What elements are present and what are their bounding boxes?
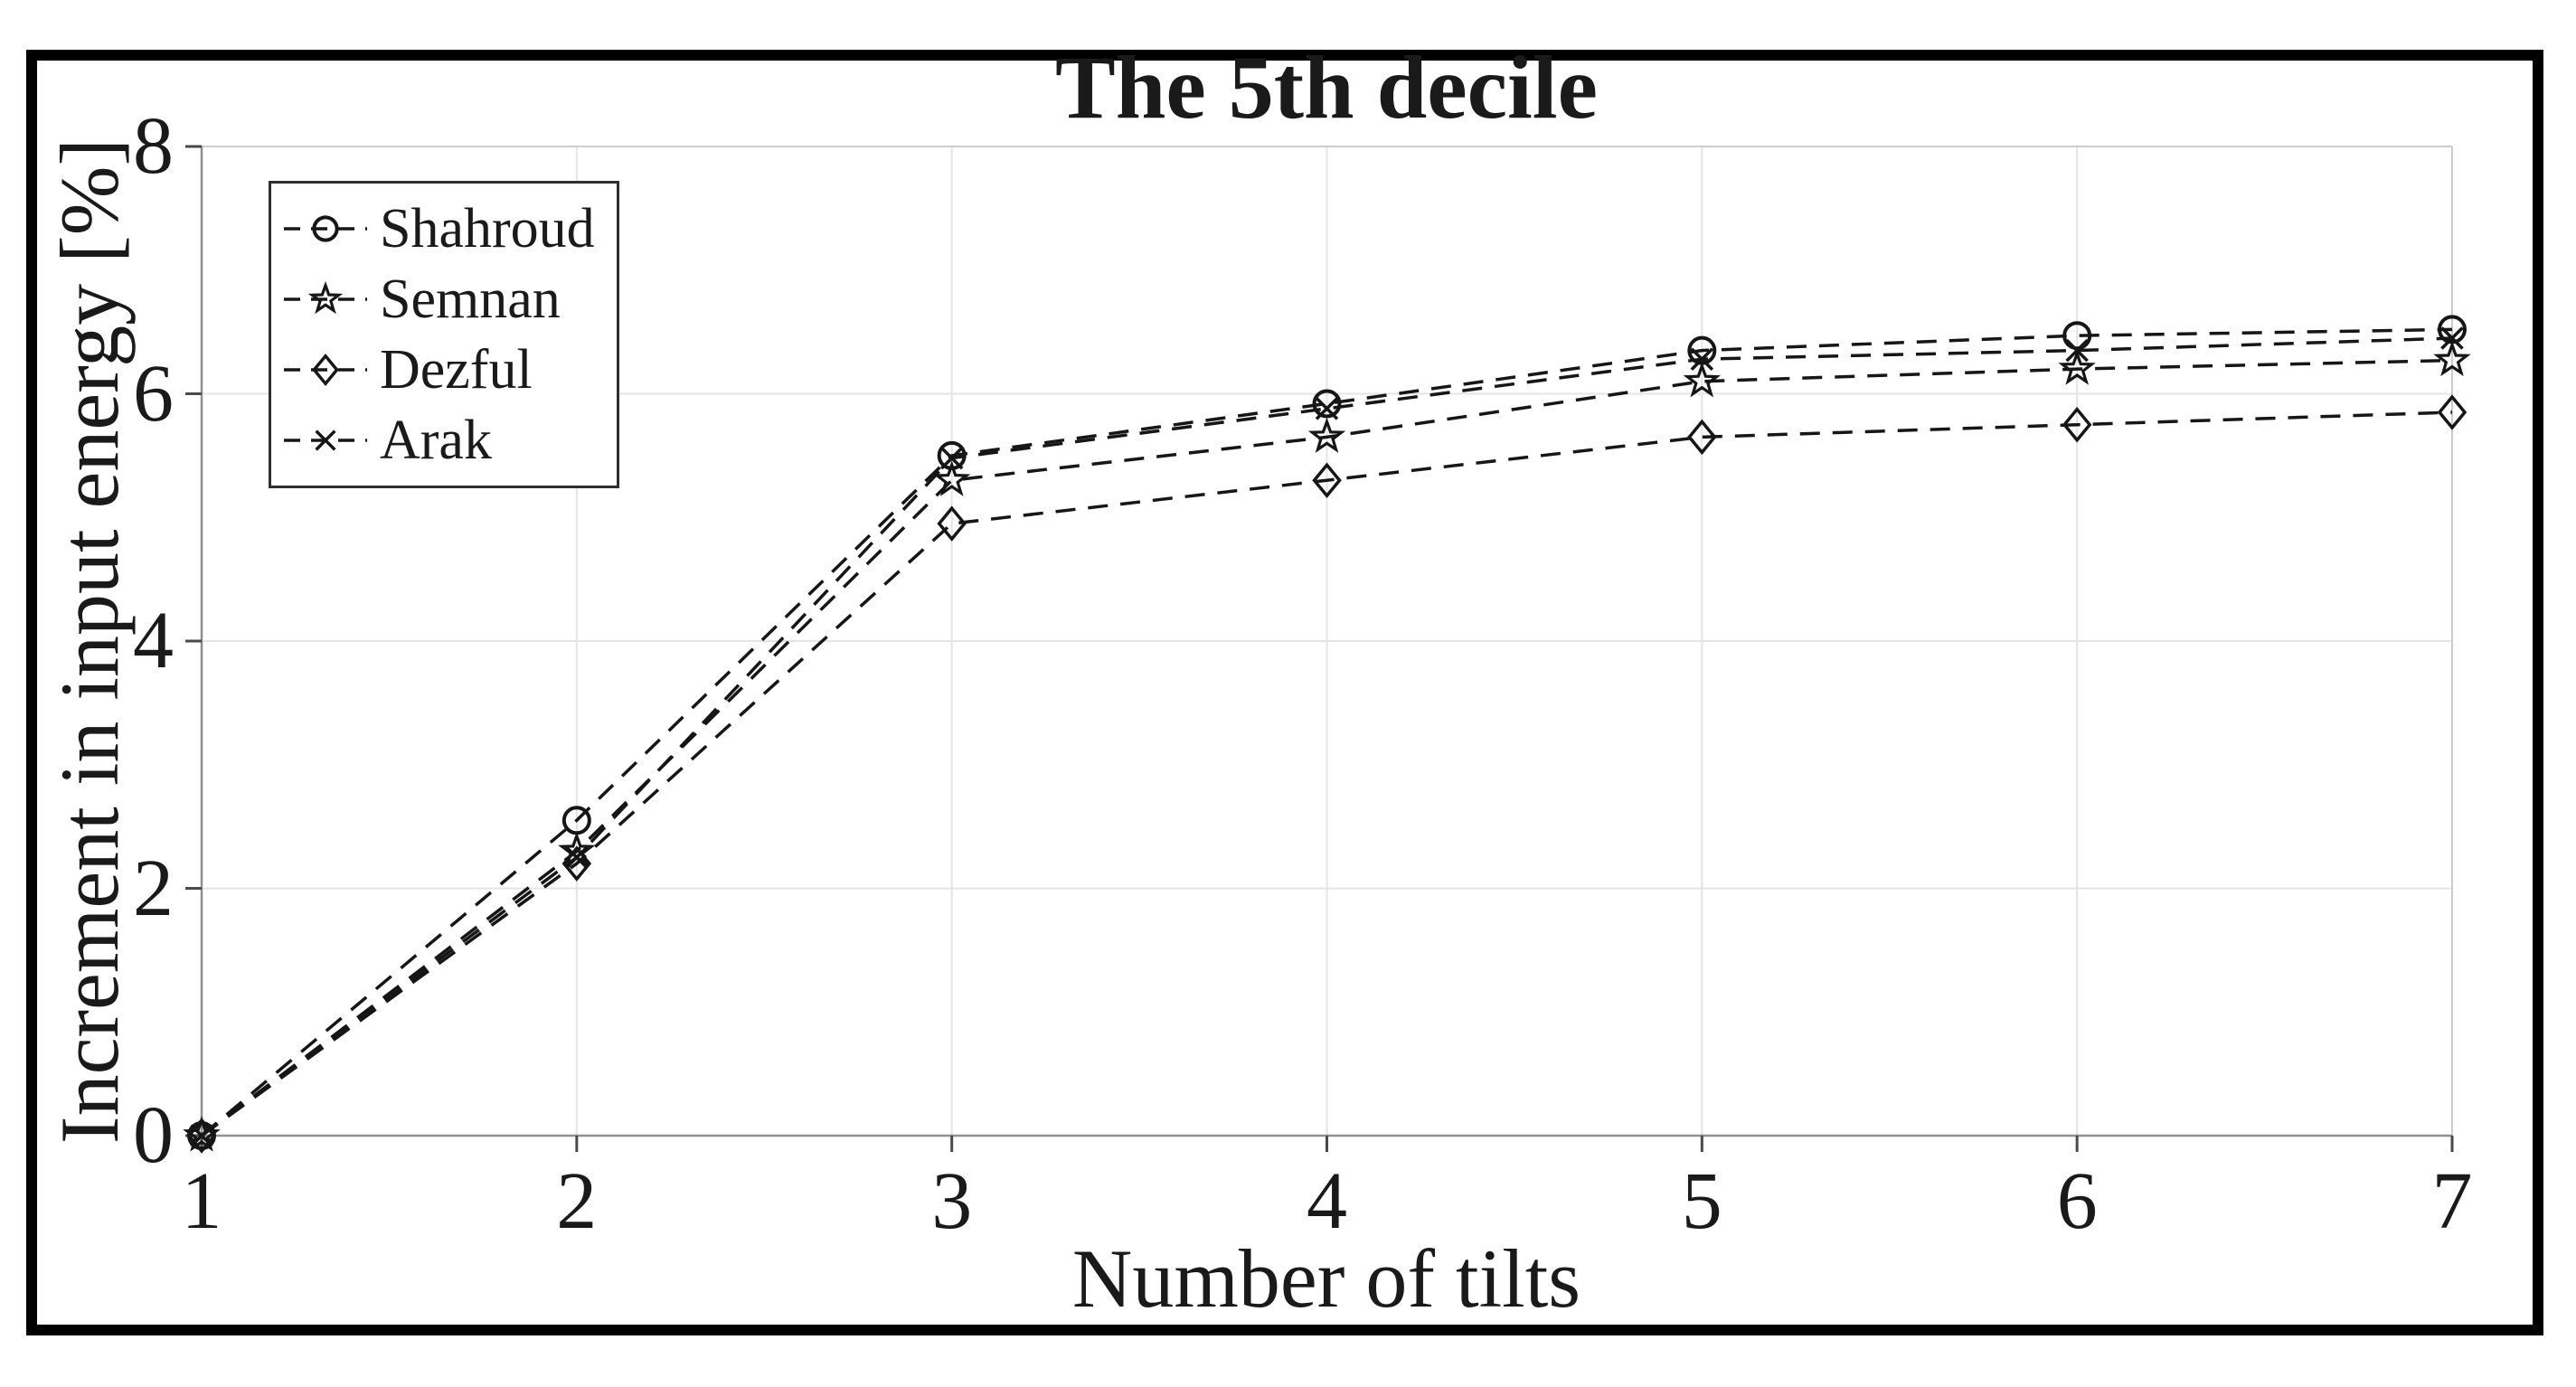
x-tick-label: 6 [2056, 1156, 2098, 1246]
x-marker [1315, 397, 1339, 420]
y-tick-label: 8 [133, 101, 174, 191]
diamond-marker [561, 845, 592, 882]
diamond-marker [312, 353, 339, 387]
x-marker [939, 446, 964, 470]
x-marker [1690, 347, 1714, 371]
star-marker [2433, 340, 2471, 377]
x-tick-label: 2 [556, 1156, 598, 1246]
y-tick-label: 6 [133, 348, 174, 439]
series-line-dezful [200, 410, 2453, 1137]
y-tick-label: 4 [133, 596, 174, 685]
x-marker-icon [284, 429, 367, 451]
circle-marker [312, 215, 339, 242]
chart-title: The 5th decile [1055, 37, 1598, 137]
star-marker [2058, 349, 2096, 385]
y-tick-label: 2 [133, 843, 174, 933]
star-marker-icon [284, 280, 367, 315]
legend: Shahroud Semnan Dezful Arak [269, 181, 619, 488]
y-tick-label: 0 [133, 1090, 174, 1180]
star-marker [932, 460, 971, 496]
diamond-marker [1687, 419, 1717, 456]
legend-label: Semnan [380, 269, 561, 330]
legend-item: Dezful [280, 341, 617, 399]
x-tick-label: 3 [931, 1156, 973, 1246]
diamond-marker [186, 1118, 217, 1154]
star-marker [307, 280, 344, 315]
circle-marker-icon [284, 215, 367, 242]
series-line-semnan [200, 358, 2453, 1137]
x-axis-label: Number of tilts [1071, 1232, 1581, 1325]
x-marker [565, 845, 589, 870]
legend-item: Arak [280, 411, 617, 469]
x-tick-label: 4 [1307, 1156, 1347, 1246]
legend-item: Semnan [280, 270, 617, 328]
diamond-marker [2062, 406, 2092, 443]
x-tick-label: 1 [181, 1156, 222, 1246]
star-marker [183, 1116, 221, 1152]
diamond-marker-icon [284, 353, 367, 387]
star-marker [1307, 417, 1346, 453]
series-line-shahroud [200, 327, 2453, 1137]
x-marker [2065, 338, 2089, 363]
legend-item: Shahroud [280, 200, 617, 258]
x-tick-label: 7 [2431, 1156, 2473, 1246]
x-marker [2440, 326, 2464, 350]
x-tick-label: 5 [1681, 1156, 1722, 1246]
y-axis-label: Increment in input energy [%] [43, 137, 136, 1145]
diamond-marker [1312, 462, 1342, 498]
legend-label: Arak [380, 410, 492, 471]
x-marker [190, 1124, 213, 1147]
diamond-marker [2437, 394, 2467, 430]
legend-label: Dezful [380, 339, 533, 401]
circle-marker [1312, 389, 1342, 419]
x-marker [315, 429, 336, 451]
diamond-marker [937, 505, 967, 542]
star-marker [1683, 362, 1722, 398]
legend-label: Shahroud [380, 198, 595, 259]
